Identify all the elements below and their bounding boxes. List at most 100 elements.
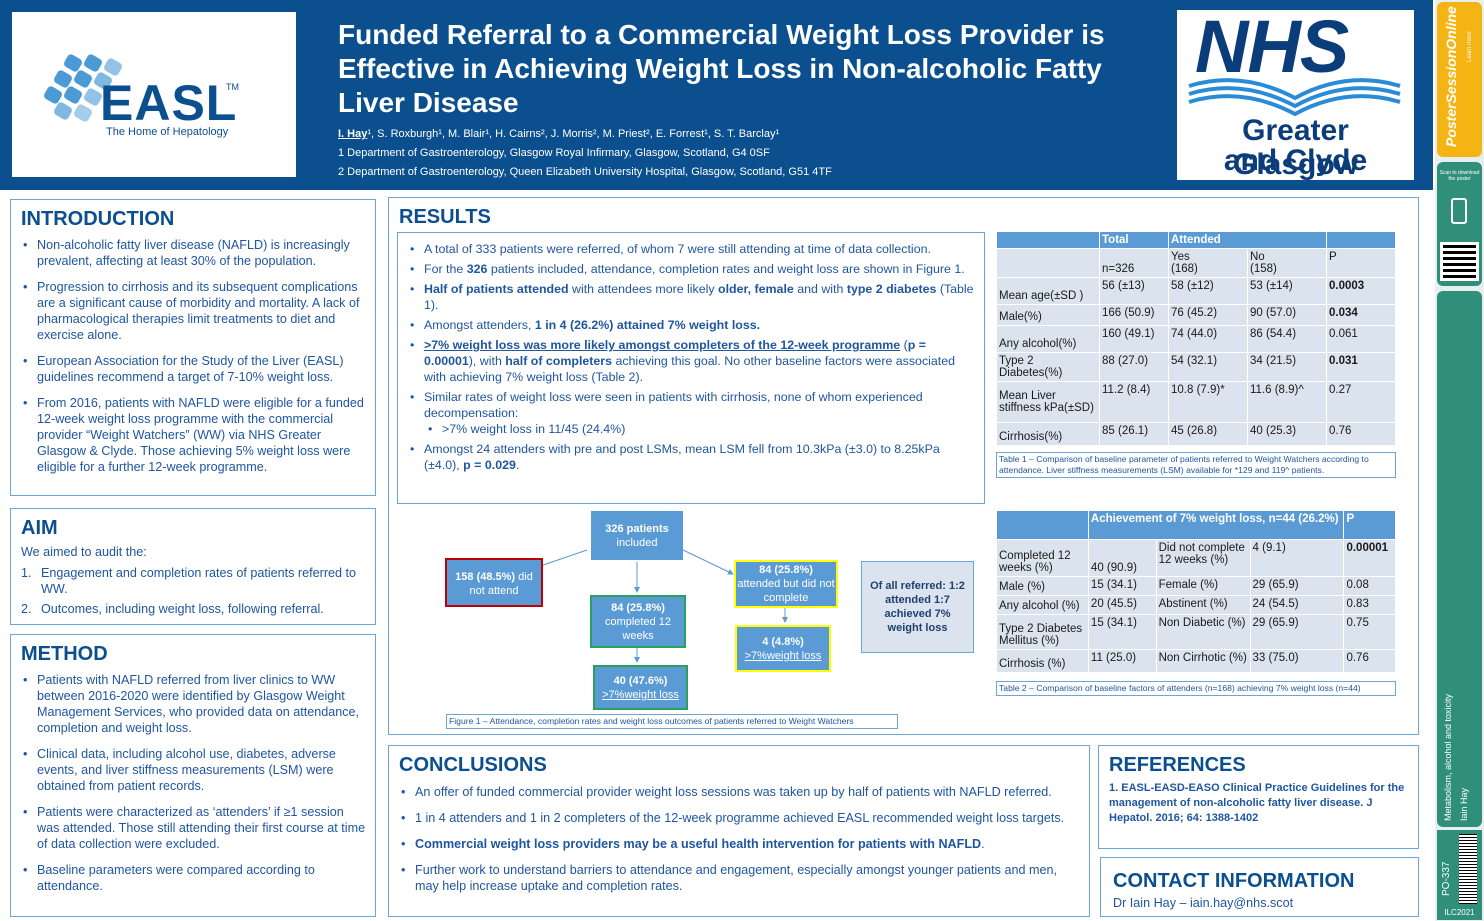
references-panel: REFERENCES 1. EASL-EASD-EASO Clinical Pr… (1098, 745, 1419, 849)
table-header-row: Achievement of 7% weight loss, n=44 (26.… (997, 511, 1395, 539)
flow-summary: Of all referred: 1:2 attended 1:7 achiev… (861, 561, 974, 653)
header-banner: EASL TM The Home of Hepatology Funded Re… (0, 0, 1433, 190)
list-item: An offer of funded commercial provider w… (399, 784, 1083, 800)
nhs-board-line2: and Clyde (1223, 144, 1368, 177)
list-item: A total of 333 patients were referred, o… (408, 241, 974, 257)
contact-panel: CONTACT INFORMATION Dr Iain Hay – iain.h… (1100, 857, 1419, 917)
table-row: Type 2 Diabetes(%) 88 (27.0) 54 (32.1) 34 (… (997, 353, 1395, 381)
poster-code: PO-337 (1441, 861, 1452, 896)
flow-node-completer-loss: 40 (47.6%) >7%weight loss (593, 665, 688, 710)
table-row: Cirrhosis(%) 85 (26.1) 45 (26.8) 40 (25.3) 0… (997, 423, 1395, 445)
list-item: 1. Engagement and completion rates of pat… (21, 566, 357, 596)
aim-panel: AIM We aimed to audit the: 1. Engagement … (10, 508, 376, 625)
list-item: Amongst 24 attenders with pre and post L… (408, 441, 974, 473)
introduction-panel: INTRODUCTION Non-alcoholic fatty liver d… (10, 199, 376, 496)
flow-node-incomplete: 84 (25.8%) attended but did not complete (734, 560, 838, 608)
table-row: Any alcohol (%) 20 (45.5) Abstinent (%) 24 … (997, 596, 1395, 614)
introduction-list: Non-alcoholic fatty liver disease (NAFLD… (21, 237, 369, 485)
list-item: European Association for the Study of th… (21, 353, 369, 385)
nhs-wordmark: NHS (1195, 5, 1349, 88)
table-row: Mean age(±SD ) 56 (±13) 58 (±12) 53 (±14) 0.… (997, 278, 1395, 304)
list-item: >7% weight loss was more likely amongst … (408, 337, 974, 385)
strip-author: Iain Hay (1459, 787, 1469, 821)
aim-list: 1. Engagement and completion rates of pat… (21, 565, 361, 621)
conclusions-heading: CONCLUSIONS (399, 754, 547, 776)
easl-wordmark: EASL (100, 75, 238, 131)
results-findings-box: A total of 333 patients were referred, o… (397, 232, 985, 504)
aim-heading: AIM (21, 517, 58, 539)
method-list: Patients with NAFLD referred from liver … (21, 672, 369, 904)
qr-code-icon[interactable] (1440, 242, 1479, 281)
barcode-icon (1459, 834, 1477, 904)
list-item: Similar rates of weight loss were seen i… (408, 389, 974, 421)
topic-label: Metabolism, alcohol and toxicity (1443, 693, 1453, 821)
list-item: Patients with NAFLD referred from liver … (21, 672, 369, 736)
list-item: 1 in 4 attenders and 1 in 2 completers o… (399, 810, 1083, 826)
list-subitem: >7% weight loss in 11/45 (24.4%) (408, 421, 974, 437)
pso-label: PosterSessionOnline (1443, 6, 1459, 147)
lead-author: I. Hay (338, 128, 368, 140)
scan-label: Scan to download the poster (1439, 170, 1480, 182)
affiliation-1: 1 Department of Gastroenterology, Glasgo… (338, 147, 770, 159)
flow-node-not-attended: 158 (48.5%) did not attend (445, 558, 543, 607)
table-2: Achievement of 7% weight loss, n=44 (26.… (996, 510, 1396, 673)
table-row: Male(%) 166 (50.9) 76 (45.2) 90 (57.0) 0.034 (997, 305, 1395, 325)
list-item: For the 326 patients included, attendanc… (408, 261, 974, 277)
contact-heading: CONTACT INFORMATION (1113, 870, 1355, 892)
easl-trademark: TM (226, 82, 239, 92)
list-item: Non-alcoholic fatty liver disease (NAFLD… (21, 237, 369, 269)
list-item: From 2016, patients with NAFLD were elig… (21, 395, 369, 475)
flow-arrows (516, 549, 788, 663)
conclusions-list: An offer of funded commercial provider w… (399, 784, 1083, 904)
table-subheader-row: n=326 Yes (168) No (158) P (997, 249, 1395, 277)
results-panel: RESULTS A total of 333 patients were ref… (388, 197, 1419, 735)
method-panel: METHOD Patients with NAFLD referred from… (10, 634, 376, 917)
list-item: Further work to understand barriers to a… (399, 862, 1083, 894)
congress-code: ILC2021 (1444, 908, 1475, 917)
phone-icon (1451, 198, 1467, 224)
poster-title: Funded Referral to a Commercial Weight L… (338, 19, 1105, 118)
pso-small-label: Learn more (1467, 31, 1473, 62)
figure-1-caption: Figure 1 – Attendance, completion rates … (446, 714, 898, 729)
easl-logo: EASL TM The Home of Hepatology (12, 12, 296, 177)
poster-session-online-badge[interactable]: PosterSessionOnline Learn more (1437, 2, 1482, 157)
conclusions-panel: CONCLUSIONS An offer of funded commercia… (388, 745, 1090, 917)
nhs-board-line1: Greater Glasgow (1232, 114, 1359, 181)
table-1: Total Attended n=326 Yes (168) No (158) … (996, 231, 1396, 446)
poster-code-panel: PO-337 ILC2021 (1437, 830, 1482, 920)
author-line: I. Hay¹, S. Roxburgh¹, M. Blair¹, H. Cai… (338, 125, 1158, 144)
introduction-heading: INTRODUCTION (21, 208, 175, 230)
method-heading: METHOD (21, 643, 108, 665)
references-heading: REFERENCES (1109, 754, 1246, 776)
aim-intro: We aimed to audit the: (21, 545, 147, 559)
table-row: Type 2 Diabetes Mellitus (%) 15 (34.1) Non… (997, 615, 1395, 649)
results-heading: RESULTS (399, 206, 491, 228)
table-2-caption: Table 2 – Comparison of baseline factors… (996, 681, 1396, 696)
table-header-row: Total Attended (997, 232, 1395, 248)
topic-strip: Metabolism, alcohol and toxicity Iain Ha… (1437, 291, 1482, 827)
results-list: A total of 333 patients were referred, o… (408, 241, 974, 473)
list-item: Baseline parameters were compared accord… (21, 862, 369, 894)
list-item: Half of patients attended with attendees… (408, 281, 974, 313)
affiliation-2: 2 Department of Gastroenterology, Queen … (338, 166, 832, 178)
table-row: Male (%) 15 (34.1) Female (%) 29 (65.9) 0.08 (997, 577, 1395, 595)
author-block: I. Hay¹, S. Roxburgh¹, M. Blair¹, H. Cai… (338, 125, 1158, 182)
nhs-wave-icon (1188, 78, 1401, 116)
flow-node-included: 326 patients included (591, 511, 683, 560)
flow-node-completed: 84 (25.8%) completed 12 weeks (590, 595, 686, 648)
list-item: Progression to cirrhosis and its subsequ… (21, 279, 369, 343)
table-row: Any alcohol(%) 160 (49.1) 74 (44.0) 86 (54.… (997, 326, 1395, 352)
list-item: Commercial weight loss providers may be … (399, 836, 1083, 852)
reference-1: 1. EASL-EASD-EASO Clinical Practice Guid… (1109, 782, 1405, 824)
list-item: Clinical data, including alcohol use, di… (21, 746, 369, 794)
list-item: Amongst attenders, 1 in 4 (26.2%) attain… (408, 317, 974, 333)
table-row: Completed 12 weeks (%) 40 (90.9) Did not c… (997, 540, 1395, 576)
scan-download-panel[interactable]: Scan to download the poster (1437, 162, 1482, 286)
nhs-logo: NHS Greater Glasgow and Clyde (1177, 5, 1414, 181)
contact-details: Dr Iain Hay – iain.hay@nhs.scot (1113, 896, 1294, 910)
easl-tagline: The Home of Hepatology (106, 126, 229, 138)
list-item: Patients were characterized as ‘attender… (21, 804, 369, 852)
table-1-caption: Table 1 – Comparison of baseline paramet… (996, 452, 1396, 478)
table-row: Cirrhosis (%) 11 (25.0) Non Cirrhotic (%) 3… (997, 650, 1395, 672)
